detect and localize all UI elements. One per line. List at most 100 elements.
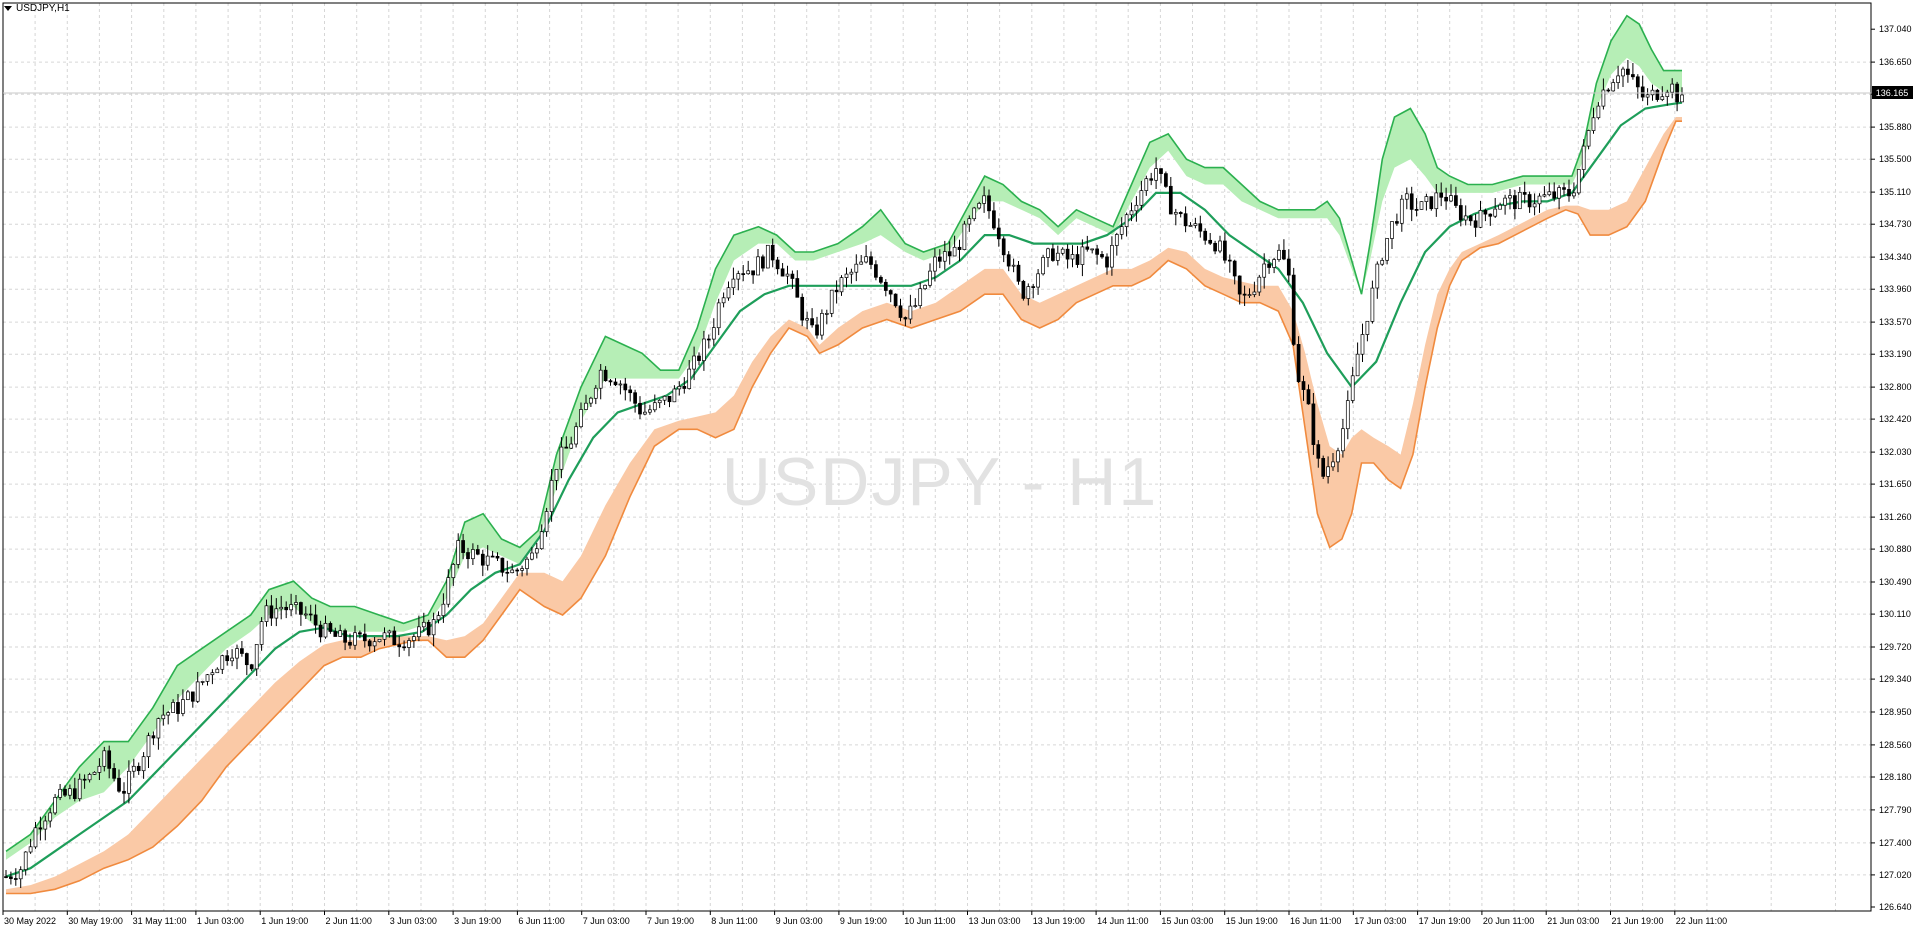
x-tick-label: 8 Jun 11:00	[711, 916, 757, 926]
chart-header[interactable]: USDJPY,H1	[4, 3, 70, 14]
candle-body	[166, 712, 171, 716]
candle-body	[156, 718, 161, 739]
candle-body	[874, 264, 878, 278]
candle-body	[1129, 210, 1134, 216]
candle-body	[1051, 248, 1055, 261]
candle-body	[790, 273, 795, 279]
candle-body	[500, 557, 505, 573]
candle-body	[1611, 82, 1616, 92]
price-axis[interactable]: 137.040136.650136.270135.880135.500135.1…	[1871, 24, 1912, 912]
candle-body	[1139, 190, 1144, 206]
candle-body	[1567, 189, 1571, 197]
x-tick-label: 6 Jun 11:00	[518, 916, 564, 926]
candle-body	[195, 681, 200, 702]
candle-body	[1660, 96, 1665, 100]
candle-body	[918, 288, 923, 306]
candle-body	[1046, 248, 1050, 258]
candle-body	[446, 577, 451, 605]
candle-body	[1345, 400, 1350, 430]
candle-body	[1360, 334, 1365, 355]
candle-body	[1365, 320, 1370, 335]
candle-body	[235, 648, 239, 659]
candle-body	[834, 289, 839, 293]
candle-body	[33, 827, 38, 848]
candle-body	[648, 409, 652, 413]
candle-body	[1277, 249, 1281, 260]
candle-body	[1173, 212, 1178, 215]
candle-body	[947, 251, 952, 257]
candle-body	[1517, 192, 1522, 210]
candle-body	[1223, 240, 1227, 261]
watermark: USDJPY - H1	[722, 444, 1158, 520]
candle-body	[1665, 91, 1670, 97]
candle-body	[490, 555, 495, 558]
time-axis[interactable]: 30 May 2022 30 May 19:00 31 May 11:00 1 Jun…	[2, 911, 1727, 926]
x-tick-label: 15 Jun 03:00	[1161, 916, 1213, 926]
candle-body	[323, 623, 328, 638]
candle-body	[1645, 94, 1650, 98]
candle-body	[1232, 260, 1237, 277]
x-tick-label: 13 Jun 19:00	[1033, 916, 1085, 926]
candle-body	[1080, 246, 1085, 265]
candle-body	[112, 768, 116, 779]
candle-body	[1193, 223, 1198, 226]
candle-body	[200, 681, 205, 683]
candle-body	[377, 638, 382, 643]
candle-body	[1498, 204, 1502, 210]
candle-body	[92, 771, 97, 775]
y-tick-label: 132.800	[1879, 382, 1912, 392]
x-tick-label: 1 Jun 19:00	[261, 916, 308, 926]
candle-body	[1114, 234, 1119, 246]
x-tick-label: 9 Jun 19:00	[840, 916, 887, 926]
candle-body	[584, 402, 588, 410]
y-tick-label: 128.180	[1879, 772, 1912, 782]
candle-body	[1070, 254, 1075, 260]
candle-body	[186, 691, 190, 700]
candle-body	[1537, 195, 1542, 205]
candle-body	[972, 207, 977, 220]
candle-body	[1350, 375, 1355, 401]
candle-body	[1542, 194, 1547, 197]
candle-body	[23, 851, 28, 870]
candle-body	[254, 644, 259, 670]
candle-body	[348, 641, 352, 646]
candle-body	[475, 549, 480, 555]
candle-body	[1296, 344, 1301, 382]
candle-body	[603, 369, 608, 382]
candle-body	[367, 640, 372, 647]
candle-body	[662, 395, 667, 401]
candle-body	[480, 553, 485, 566]
candle-body	[633, 392, 637, 404]
candle-body	[864, 256, 868, 263]
candle-body	[1439, 192, 1444, 198]
candle-body	[1183, 213, 1188, 227]
candle-body	[1095, 248, 1099, 255]
candle-body	[63, 788, 67, 796]
candle-body	[353, 632, 357, 646]
candle-body	[1449, 195, 1453, 202]
candle-body	[982, 195, 986, 204]
candle-body	[1434, 192, 1439, 210]
candle-body	[240, 648, 244, 654]
candle-body	[328, 623, 333, 632]
candle-body	[869, 256, 873, 265]
candle-body	[1031, 286, 1036, 288]
envelope-bands	[5, 14, 1683, 895]
candle-body	[421, 621, 426, 628]
candle-body	[692, 355, 696, 370]
candle-body	[495, 555, 500, 559]
candle-body	[1640, 86, 1645, 98]
candle-body	[338, 630, 343, 637]
candle-body	[102, 750, 107, 767]
chevron-down-icon[interactable]	[4, 6, 12, 11]
candle-body	[711, 327, 716, 340]
candle-body	[908, 305, 913, 320]
y-tick-label: 131.650	[1879, 479, 1912, 489]
candle-body	[205, 674, 210, 682]
candle-body	[244, 653, 249, 666]
candle-body	[716, 302, 721, 329]
candle-body	[638, 402, 642, 415]
candle-body	[859, 261, 864, 265]
